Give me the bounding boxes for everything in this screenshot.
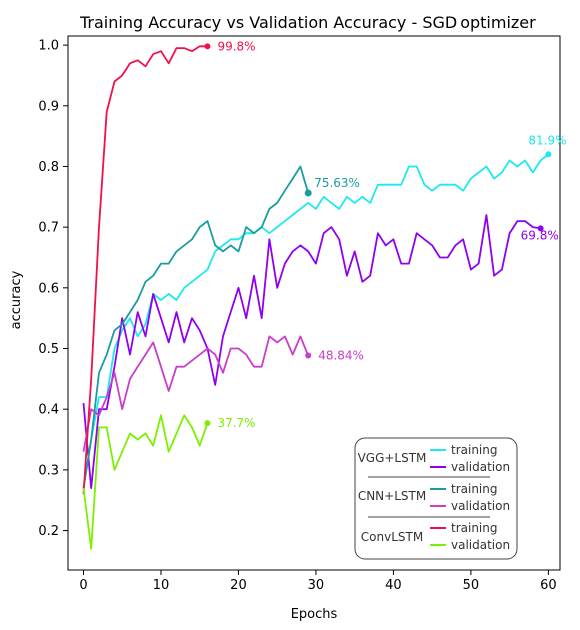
legend: VGG+LSTM training validation CNN+LSTM traini… xyxy=(354,437,518,560)
series-end-label: 75.63% xyxy=(314,176,360,190)
y-tick-label: 0.6 xyxy=(38,281,59,296)
series-line xyxy=(82,153,549,489)
x-tick-label: 50 xyxy=(463,578,480,593)
series-end-label: 69.8% xyxy=(521,228,559,242)
series-convlstmtraining: 99.8% xyxy=(82,39,256,495)
y-tick-label: 0.5 xyxy=(38,342,59,357)
chart-title: Training Accuracy vs Validation Accuracy… xyxy=(79,13,536,32)
legend-label-validation: validation xyxy=(451,538,510,552)
ticks-layer: 0 10 20 30 40 50 60 0.2 0.3 0.4 0.5 0.6 0.7 0.8 0.9 1.0 xyxy=(38,39,556,593)
legend-box xyxy=(354,437,518,560)
x-tick-label: 30 xyxy=(308,578,325,593)
series-vgg-lstmvalidation: 69.8% xyxy=(82,214,559,490)
series-end-marker xyxy=(204,43,211,50)
x-tick-label: 40 xyxy=(385,578,402,593)
series-end-marker xyxy=(545,151,552,158)
series-line xyxy=(82,414,209,550)
x-tick-label: 10 xyxy=(153,578,170,593)
series-end-label: 81.9% xyxy=(528,133,566,147)
legend-group-label: ConvLSTM xyxy=(361,530,423,544)
y-tick-label: 0.9 xyxy=(38,99,59,114)
series-end-label: 99.8% xyxy=(217,39,255,53)
legend-group-label: CNN+LSTM xyxy=(358,489,426,503)
series-layer: 81.9% 69.8% 75.63% 48.84% 99.8% 37.7% xyxy=(82,39,567,550)
series-end-marker xyxy=(537,225,544,232)
title-suffix: optimizer xyxy=(460,13,536,32)
series-end-marker xyxy=(305,352,312,359)
series-end-label: 48.84% xyxy=(318,349,364,363)
y-tick-label: 0.8 xyxy=(38,160,59,175)
series-end-marker xyxy=(204,420,211,427)
y-tick-label: 0.3 xyxy=(38,463,59,478)
series-cnn-lstmvalidation: 48.84% xyxy=(82,335,364,452)
x-tick-label: 0 xyxy=(79,578,87,593)
series-cnn-lstmtraining: 75.63% xyxy=(82,165,360,489)
legend-label-validation: validation xyxy=(451,460,510,474)
x-axis-label: Epochs xyxy=(291,607,338,622)
series-line xyxy=(82,214,541,490)
series-line xyxy=(82,335,310,452)
series-line xyxy=(82,165,310,489)
y-axis-label: accuracy xyxy=(9,270,24,329)
series-vgg-lstmtraining: 81.9% xyxy=(82,133,567,489)
legend-label-training: training xyxy=(451,443,498,457)
x-tick-label: 60 xyxy=(540,578,557,593)
legend-label-training: training xyxy=(451,482,498,496)
y-tick-label: 1.0 xyxy=(38,39,59,54)
y-tick-label: 0.4 xyxy=(38,403,59,418)
series-line xyxy=(82,45,208,495)
svg-text:Training Accuracy vs Validatio: Training Accuracy vs Validation Accuracy… xyxy=(79,13,536,32)
plot-frame-border xyxy=(67,35,561,571)
legend-label-training: training xyxy=(451,521,498,535)
x-tick-label: 20 xyxy=(230,578,247,593)
y-tick-label: 0.7 xyxy=(38,221,59,236)
series-convlstmvalidation: 37.7% xyxy=(82,414,256,550)
series-end-marker xyxy=(304,189,312,197)
plot-area xyxy=(67,35,561,571)
legend-group-label: VGG+LSTM xyxy=(358,451,427,465)
title-main: Training Accuracy vs Validation Accuracy… xyxy=(79,13,422,32)
y-tick-label: 0.2 xyxy=(38,524,59,539)
legend-label-validation: validation xyxy=(451,499,510,513)
title-optimizer: SGD xyxy=(422,13,457,32)
series-end-label: 37.7% xyxy=(217,416,255,430)
